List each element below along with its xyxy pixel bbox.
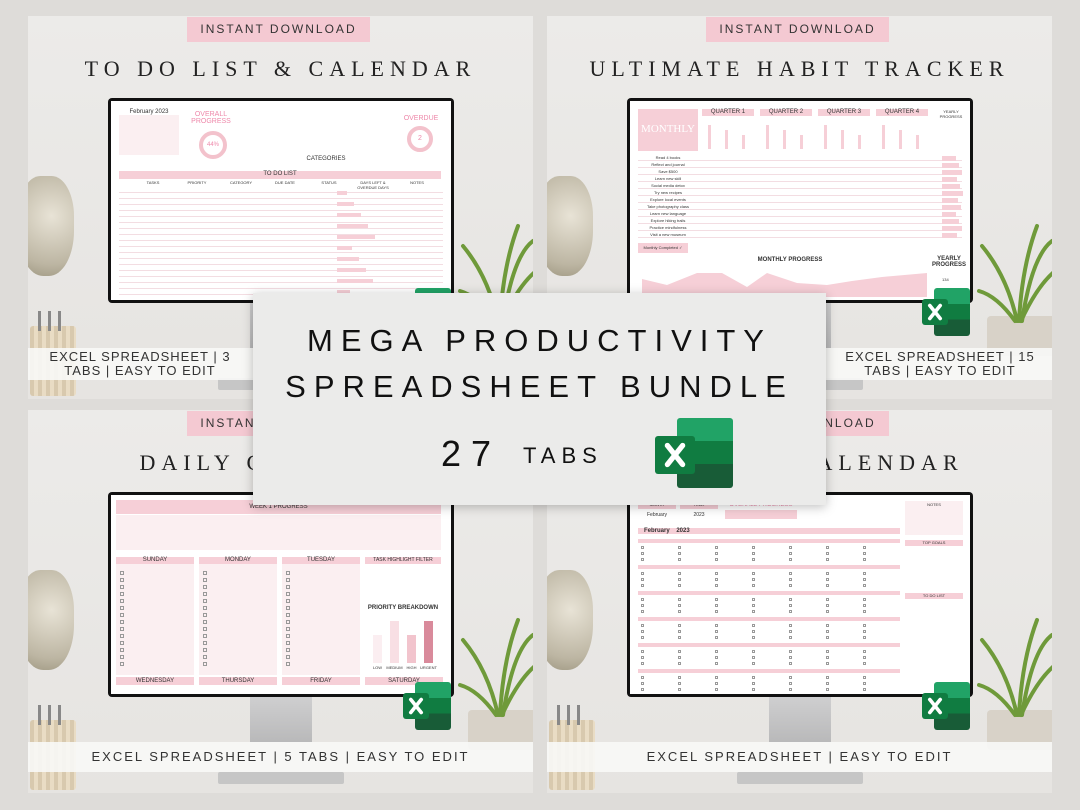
day-header: MONDAY [225,557,251,563]
overdue-ring: 2 [407,126,433,152]
categories-label: CATEGORIES [306,156,346,162]
monitor: WEEK 1 PROGRESS SUNDAY MONDAY TUESDAY WEDNE… [108,492,454,697]
quarter-header: QUARTER 4 [884,109,920,115]
spreadsheet-preview: WEEK 1 PROGRESS SUNDAY MONDAY TUESDAY WEDNE… [111,495,451,694]
priority-bar [424,621,433,663]
panel-footer: EXCEL SPREADSHEET | 3 TABS | EASY TO EDI… [49,349,231,378]
habit-name: Explore local events [650,197,686,202]
habit-name: Take photography class [646,204,690,209]
habit-name: Reflect and journal [651,162,685,167]
panel-title: ULTIMATE HABIT TRACKER [589,56,1010,81]
monthly-progress-title: MONTHLY PROGRESS [757,257,823,263]
monitor-base [218,772,344,784]
quarter-header: QUARTER 1 [710,109,746,115]
task-filter-title: TASK HIGHLIGHT FILTER [373,557,433,563]
day-header: FRIDAY [310,678,332,684]
habit-name: Learn new skill [654,176,682,181]
column-header: TASKS [146,180,160,185]
excel-logo-icon [922,288,970,336]
day-header: SATURDAY [388,678,420,684]
instant-download-badge: INSTANT DOWNLOAD [706,17,889,42]
panel-footer: EXCEL SPREADSHEET | 5 TABS | EASY TO EDI… [28,742,533,772]
bar-label: LOW [372,665,383,670]
plant-decoration [458,618,533,717]
excel-logo-icon [922,682,970,730]
bar-label: MEDIUM [386,665,403,670]
overall-progress-label: OVERALL PROGRESS [191,111,231,125]
tab-count: 27 [441,433,502,474]
column-header: CATEGORY [229,180,253,185]
field-value: February [646,512,667,518]
panel-footer: EXCEL SPREADSHEET | EASY TO EDIT [547,742,1052,772]
excel-logo-icon [403,682,451,730]
habit-name: Try new recipes [653,190,683,195]
monitor-stand [250,697,312,742]
habit-name: Read 4 books [655,155,681,160]
quarter-header: QUARTER 2 [768,109,804,115]
yearly-progress-header: YEARLY PROGRESS [939,109,963,119]
column-header: STATUS [321,180,337,185]
yearly-progress-title: YEARLY PROGRESS [931,256,966,268]
habit-name: Save $500 [658,169,678,174]
habit-name: Visit a new museum [650,232,686,237]
priority-breakdown-title: PRIORITY BREAKDOWN [367,605,439,611]
instant-download-badge: INSTANT DOWNLOAD [187,17,370,42]
calendar-month: February 2023 [129,109,169,115]
monitor: February 2023 OVERALL PROGRESS 44% OVERD… [108,98,454,303]
spreadsheet-preview: MONTHFebruaryYEAR2023OVERALL PROGRESS Fe… [630,495,970,694]
vase-decoration [28,570,74,670]
column-header: DAYS LEFT & OVERDUE DAYS [357,180,389,190]
tab-count-label: TABS [523,443,603,468]
monthly-completed-label: Monthly Completed ✓ [643,245,683,250]
priority-bar [407,635,416,663]
column-header: PRIORITY [187,180,207,185]
vase-decoration [547,570,593,670]
priority-bar [390,621,399,663]
progress-ring: 44% [199,131,227,159]
monitor: MONTHFebruaryYEAR2023OVERALL PROGRESS Fe… [627,492,973,697]
quarter-header: QUARTER 3 [826,109,862,115]
calendar-heading: February 2023 [644,528,690,534]
bundle-title-line1: MEGA PRODUCTIVITY [307,323,772,358]
monitor-stand [769,697,831,742]
bar-label: HIGH [406,665,417,670]
overall-progress-label: OVERALL PROGRESS [729,502,793,508]
vase-decoration [547,176,593,276]
day-header: TUESDAY [307,557,335,563]
column-header: DUE DATE [275,180,295,185]
overdue-label: OVERDUE [403,115,439,122]
day-header: THURSDAY [221,678,255,684]
bar-label: URGENT [420,665,437,670]
bundle-title-card: MEGA PRODUCTIVITY SPREADSHEET BUNDLE 27 … [253,293,826,505]
field-value: 2023 [693,512,705,518]
day-header: SUNDAY [142,557,168,563]
habit-logo: MONTHLY [641,123,695,135]
habit-name: Practice mindfulness [649,225,687,230]
bundle-title-line2: SPREADSHEET BUNDLE [285,369,794,404]
column-header: NOTES [410,180,424,185]
monthly-progress-area-chart [642,273,927,297]
monitor: MONTHLY QUARTER 1 QUARTER 2 QUARTER 3 QUARTE… [627,98,973,303]
habit-name: Explore hiking trails [650,218,686,223]
excel-logo-icon [655,418,733,488]
habit-name: Social media detox [651,183,685,188]
spreadsheet-preview: MONTHLY QUARTER 1 QUARTER 2 QUARTER 3 QUARTE… [630,101,970,300]
todo-list-title: TO DO LIST [263,171,297,177]
spreadsheet-preview: February 2023 OVERALL PROGRESS 44% OVERD… [111,101,451,300]
yearly-total: 134 [942,277,949,282]
habit-name: Learn new language [649,211,687,216]
top-goals-label: TOP GOALS [922,540,946,545]
panel-title: TO DO LIST & CALENDAR [84,56,477,81]
week-progress-title: WEEK 1 PROGRESS [249,504,308,510]
plant-decoration [977,618,1052,717]
todo-label: TO DO LIST [922,593,946,598]
plant-decoration [977,224,1052,323]
priority-bar [373,635,382,663]
panel-footer: EXCEL SPREADSHEET | 15 TABS | EASY TO ED… [845,349,1035,378]
vase-decoration [28,176,74,276]
monitor-base [737,772,863,784]
day-header: WEDNESDAY [135,678,175,684]
notes-label: NOTES [927,502,941,507]
